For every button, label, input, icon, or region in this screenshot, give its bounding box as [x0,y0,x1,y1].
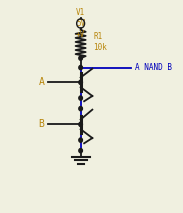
Circle shape [79,96,82,100]
Circle shape [79,66,82,70]
Circle shape [79,56,82,60]
Text: B: B [39,119,45,129]
Circle shape [79,138,82,142]
Text: A NAND B: A NAND B [135,63,172,72]
Text: A: A [39,77,45,87]
Circle shape [79,80,82,84]
Circle shape [79,106,82,111]
Circle shape [79,122,82,127]
Text: V1
5V
+V: V1 5V +V [76,8,85,39]
Text: R1
10k: R1 10k [93,32,107,52]
Circle shape [79,148,82,153]
